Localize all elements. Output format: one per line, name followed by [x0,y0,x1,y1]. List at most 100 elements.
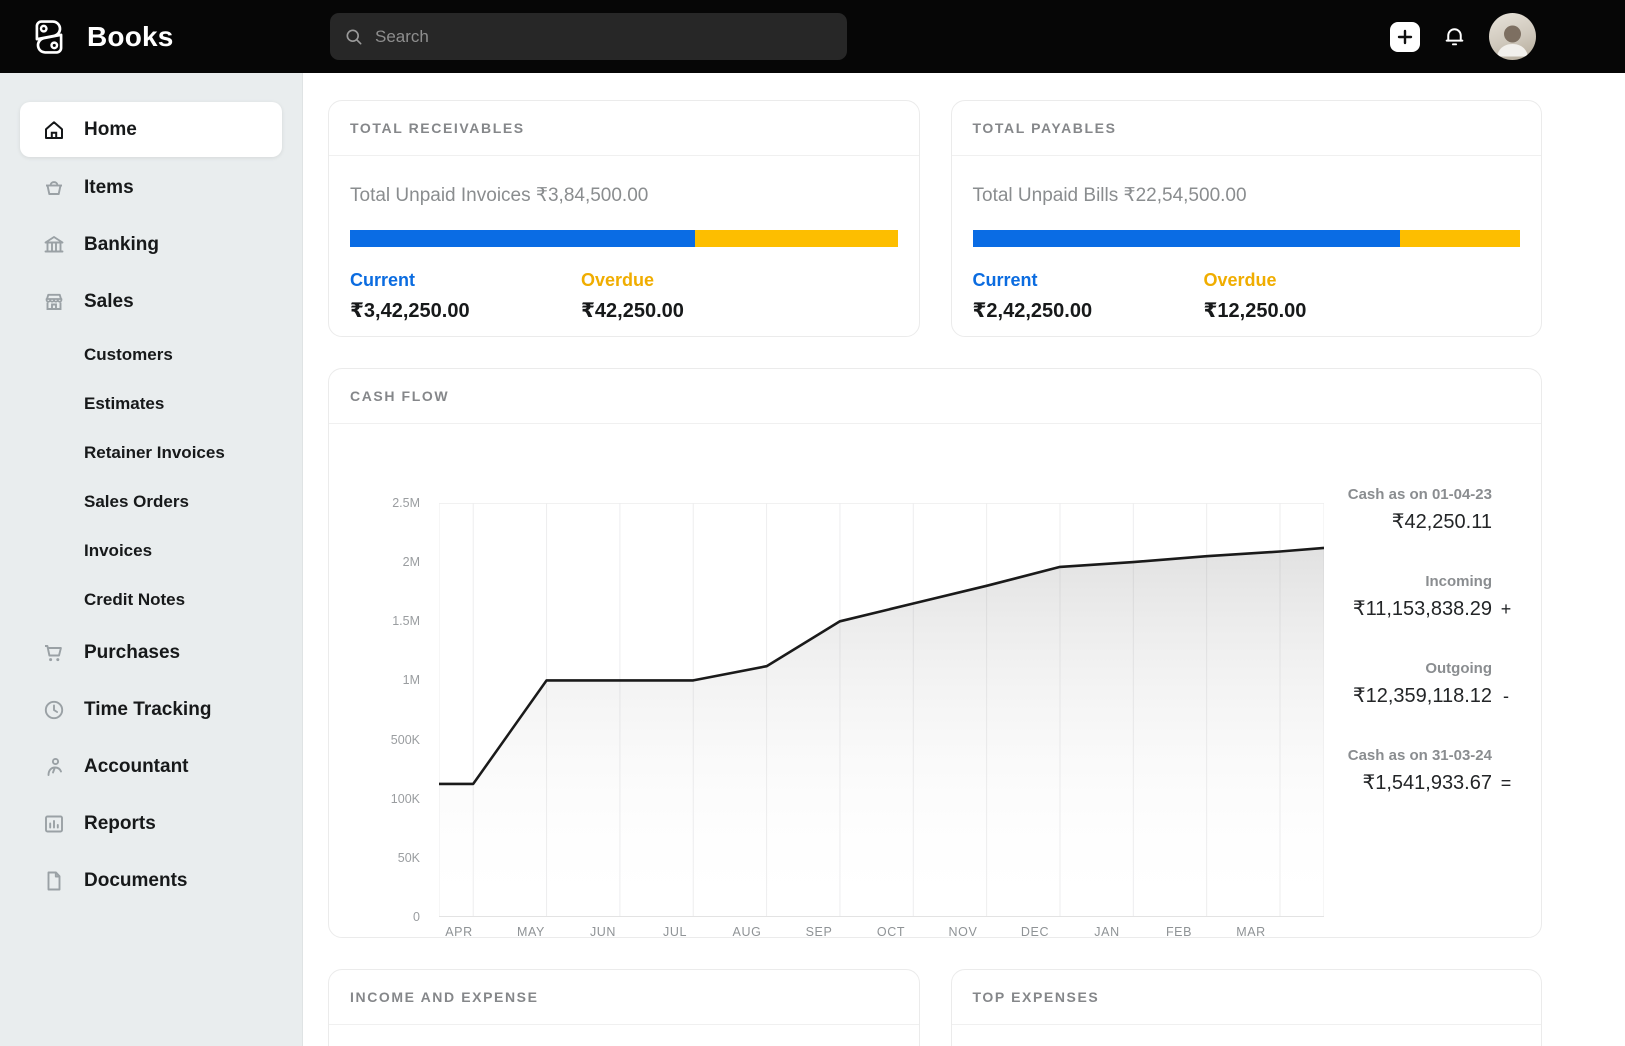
y-tick-label: 100K [390,791,420,806]
global-search[interactable] [330,13,847,60]
y-tick-label: 1.5M [392,614,420,629]
income-and-expense-title: INCOME AND EXPENSE [350,989,539,1005]
sidebar-item-accountant[interactable]: Accountant [0,738,302,795]
y-tick-label: 0 [413,910,420,924]
stat-value: ₹12,359,118.12 [1352,685,1492,707]
total-payables-title: TOTAL PAYABLES [972,120,1117,136]
search-icon [346,29,362,45]
stat-value: ₹42,250.11 [1391,511,1492,533]
sidebar-item-label: Sales [84,290,134,312]
stat-operator: = [1500,773,1512,793]
main-content: TOTAL RECEIVABLES Total Unpaid Invoices … [303,73,1625,1046]
basket-icon [42,176,66,200]
sidebar-item-time-tracking[interactable]: Time Tracking [0,681,302,738]
sidebar-item-label: Customers [84,344,173,364]
cash-flow-chart: 2.5M 2M 1.5M 1M 500K 100K 50K 0 APR MAY JUN JUL AUG… [350,424,1324,938]
home-icon [42,118,66,142]
sidebar: Home Items Banking Sales Customers Estimates R… [0,73,303,1046]
sidebar-item-sales-orders[interactable]: Sales Orders [0,477,302,526]
card-header: INCOME AND EXPENSE [329,970,919,1025]
unpaid-invoices-summary: Total Unpaid Invoices ₹3,84,500.00 [350,185,649,206]
current-amount: ₹2,42,250.00 [972,300,1093,322]
sidebar-item-label: Accountant [84,755,189,777]
total-payables-card: TOTAL PAYABLES Total Unpaid Bills ₹22,54… [950,100,1542,337]
y-tick-label: 2.5M [392,496,420,510]
user-avatar[interactable] [1489,13,1536,60]
cash-flow-title: CASH FLOW [350,388,450,404]
payables-current-bar [972,230,1400,247]
top-expenses-card: TOP EXPENSES [950,969,1542,1046]
app-logo[interactable]: Books [27,15,174,59]
overdue-amount: ₹42,250.00 [581,300,684,322]
x-tick-label: DEC [1020,925,1050,938]
cash-flow-stats: Cash as on 01-04-23 ₹42,250.11 Incoming ₹11… [1324,424,1520,937]
sidebar-item-label: Home [84,118,137,140]
overdue-amount: ₹12,250.00 [1203,300,1307,322]
create-new-button[interactable] [1390,21,1420,52]
x-axis-labels: APR MAY JUN JUL AUG SEP OCT NOV DEC JAN FEB MAR [439,925,1324,938]
bell-icon [1445,28,1464,46]
topbar: Books [0,0,1625,73]
receivables-current-bar [350,230,695,247]
y-tick-label: 1M [402,673,420,688]
payables-progress-bar [972,230,1520,247]
overdue-label: Overdue [581,270,655,290]
cash-flow-stat: Incoming ₹11,153,838.29 + [1324,573,1520,621]
stat-value: ₹1,541,933.67 [1362,772,1492,794]
x-tick-label: JUL [662,925,688,938]
x-tick-label: OCT [876,925,906,938]
sidebar-item-customers[interactable]: Customers [0,330,302,379]
sidebar-item-sales[interactable]: Sales [0,273,302,330]
sidebar-item-label: Retainer Invoices [84,442,225,462]
y-tick-label: 50K [397,850,420,865]
sidebar-item-label: Documents [84,869,188,891]
card-header: TOTAL RECEIVABLES [329,101,919,156]
stat-label: Cash as on 31-03-24 [1347,747,1492,764]
x-tick-label: AUG [732,925,762,938]
cash-flow-stat: Outgoing ₹12,359,118.12- [1324,660,1520,708]
stat-value: ₹11,153,838.29 [1352,598,1492,620]
sidebar-item-label: Reports [84,812,156,834]
sidebar-item-label: Invoices [84,540,153,560]
card-header: TOP EXPENSES [951,970,1541,1025]
sidebar-item-documents[interactable]: Documents [0,852,302,909]
card-header: CASH FLOW [329,369,1541,424]
sidebar-item-estimates[interactable]: Estimates [0,379,302,428]
store-icon [42,290,66,314]
total-receivables-title: TOTAL RECEIVABLES [350,120,525,136]
receivables-progress-bar [350,230,898,247]
sidebar-item-home[interactable]: Home [20,102,282,157]
stat-label: Incoming [1425,573,1492,590]
top-expenses-title: TOP EXPENSES [972,989,1100,1005]
x-tick-label: MAY [517,925,545,938]
stat-operator: + [1500,599,1512,619]
cash-flow-stat: Cash as on 01-04-23 ₹42,250.11 [1324,486,1520,534]
sidebar-item-retainer-invoices[interactable]: Retainer Invoices [0,428,302,477]
x-tick-label: SEP [805,925,833,938]
y-axis-labels: 2.5M 2M 1.5M 1M 500K 100K 50K 0 [350,496,420,924]
sidebar-item-reports[interactable]: Reports [0,795,302,852]
sidebar-item-label: Credit Notes [84,589,186,609]
sidebar-item-banking[interactable]: Banking [0,216,302,273]
cash-flow-plot [439,503,1324,917]
y-tick-label: 500K [390,732,420,747]
current-amount: ₹3,42,250.00 [350,300,470,322]
sidebar-item-credit-notes[interactable]: Credit Notes [0,575,302,624]
card-header: TOTAL PAYABLES [951,101,1541,156]
stat-label: Outgoing [1425,660,1492,677]
sidebar-item-label: Banking [84,233,159,255]
plus-icon [1397,29,1413,44]
reports-icon [42,812,66,836]
search-input[interactable] [375,26,833,47]
sidebar-item-items[interactable]: Items [0,159,302,216]
overdue-label: Overdue [1203,270,1277,290]
sidebar-item-invoices[interactable]: Invoices [0,526,302,575]
notifications-button[interactable] [1442,24,1467,49]
stat-operator: - [1503,686,1509,706]
sidebar-item-purchases[interactable]: Purchases [0,624,302,681]
sidebar-item-label: Time Tracking [84,698,212,720]
total-receivables-card: TOTAL RECEIVABLES Total Unpaid Invoices … [328,100,920,337]
accountant-icon [42,755,66,779]
cash-flow-stat: Cash as on 31-03-24 ₹1,541,933.67 = [1324,747,1520,795]
stat-label: Cash as on 01-04-23 [1347,486,1492,503]
